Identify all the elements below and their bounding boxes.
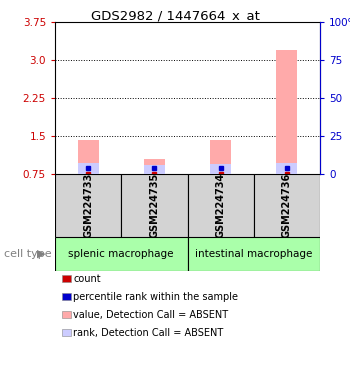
Text: rank, Detection Call = ABSENT: rank, Detection Call = ABSENT bbox=[73, 328, 223, 338]
Bar bbox=[276, 50, 298, 174]
Text: splenic macrophage: splenic macrophage bbox=[69, 249, 174, 259]
Bar bbox=[55, 237, 188, 271]
Text: percentile rank within the sample: percentile rank within the sample bbox=[73, 291, 238, 301]
Text: intestinal macrophage: intestinal macrophage bbox=[195, 249, 313, 259]
Text: GSM224735: GSM224735 bbox=[149, 173, 159, 238]
Text: GDS2982 / 1447664_x_at: GDS2982 / 1447664_x_at bbox=[91, 9, 259, 22]
Bar bbox=[210, 164, 231, 174]
Text: count: count bbox=[73, 274, 101, 284]
Bar bbox=[144, 165, 165, 174]
Bar bbox=[254, 174, 320, 237]
Bar bbox=[78, 140, 99, 174]
Bar bbox=[210, 140, 231, 174]
Text: value, Detection Call = ABSENT: value, Detection Call = ABSENT bbox=[73, 310, 228, 319]
Bar bbox=[188, 174, 254, 237]
Bar bbox=[55, 174, 121, 237]
Text: cell type: cell type bbox=[4, 249, 51, 259]
Bar bbox=[188, 237, 320, 271]
Text: GSM224734: GSM224734 bbox=[216, 173, 226, 238]
Bar bbox=[276, 163, 298, 174]
Bar bbox=[144, 159, 165, 174]
Bar bbox=[121, 174, 188, 237]
Text: ▶: ▶ bbox=[37, 249, 45, 259]
Text: GSM224736: GSM224736 bbox=[282, 173, 292, 238]
Text: GSM224733: GSM224733 bbox=[83, 173, 93, 238]
Bar bbox=[78, 163, 99, 174]
